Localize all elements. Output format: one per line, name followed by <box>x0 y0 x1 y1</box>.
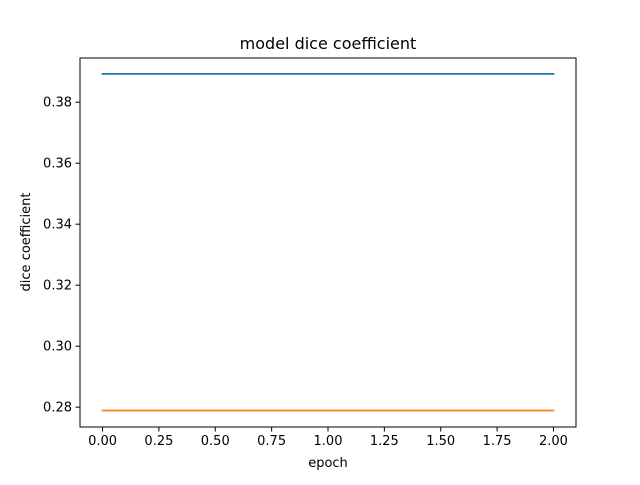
y-tick-label: 0.36 <box>43 157 72 172</box>
x-axis-label: epoch <box>308 456 348 471</box>
x-tick-label: 0.00 <box>88 434 117 449</box>
y-tick-label: 0.34 <box>43 218 72 233</box>
y-axis-label: dice coefficient <box>19 193 34 292</box>
y-tick-label: 0.30 <box>43 340 72 355</box>
y-tick-label: 0.32 <box>43 279 72 294</box>
x-tick-label: 1.50 <box>426 434 455 449</box>
x-tick-label: 0.50 <box>201 434 230 449</box>
x-tick-label: 2.00 <box>539 434 568 449</box>
chart-title: model dice coefficient <box>240 34 417 53</box>
x-tick-label: 0.75 <box>257 434 286 449</box>
plot-frame <box>79 57 577 428</box>
y-tick-label: 0.38 <box>43 96 72 111</box>
x-tick-label: 0.25 <box>144 434 173 449</box>
x-tick-label: 1.75 <box>483 434 512 449</box>
plot-area: 0.00 0.25 0.50 0.75 1.00 1.25 1.50 1.75 2.00 0.28… <box>43 57 577 449</box>
y-tick-label: 0.28 <box>43 401 72 416</box>
x-tick-label: 1.00 <box>314 434 343 449</box>
x-tick-label: 1.25 <box>370 434 399 449</box>
